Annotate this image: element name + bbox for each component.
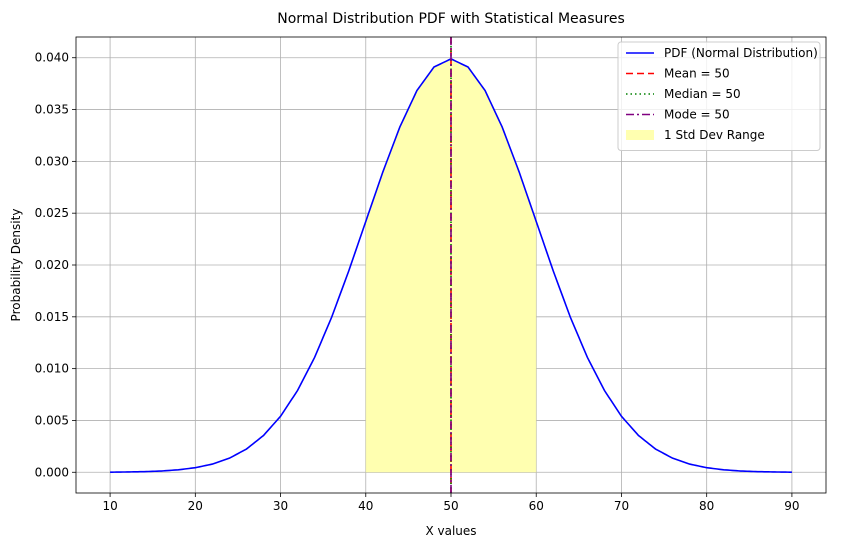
x-tick-label: 20 (188, 499, 203, 513)
x-tick-label: 40 (358, 499, 373, 513)
legend: PDF (Normal Distribution) Mean = 50 Median… (617, 41, 821, 151)
y-tick-label: 0.010 (35, 362, 69, 376)
legend-label: Mode = 50 (664, 108, 730, 122)
x-tick-label: 60 (529, 499, 544, 513)
y-tick-label: 0.030 (35, 154, 69, 168)
y-tick-label: 0.025 (35, 206, 69, 220)
x-tick-label: 90 (784, 499, 799, 513)
legend-box (617, 41, 821, 151)
chart-title: Normal Distribution PDF with Statistical… (277, 11, 625, 27)
legend-swatch (626, 130, 654, 140)
legend-label: Mean = 50 (664, 67, 730, 81)
legend-items: PDF (Normal Distribution) Mean = 50 Median… (626, 46, 818, 142)
x-tick-label: 70 (614, 499, 629, 513)
y-tick-label: 0.005 (35, 413, 69, 427)
x-tick-label: 30 (273, 499, 288, 513)
y-axis-label: Probability Density (9, 209, 23, 322)
x-tick-label: 50 (443, 499, 458, 513)
x-axis-label: X values (425, 524, 476, 538)
x-tick-label: 80 (699, 499, 714, 513)
legend-label: PDF (Normal Distribution) (664, 46, 818, 60)
y-tick-label: 0.020 (35, 258, 69, 272)
y-tick-label: 0.015 (35, 310, 69, 324)
y-tick-label: 0.040 (35, 51, 69, 65)
y-tick-label: 0.035 (35, 103, 69, 117)
legend-label: 1 Std Dev Range (664, 128, 765, 142)
x-tick-label: 10 (102, 499, 117, 513)
y-tick-label: 0.000 (35, 465, 69, 479)
legend-label: Median = 50 (664, 87, 741, 101)
tick-layer: 10 20 30 40 50 60 70 80 90 0.000 0.005 0.010 0.015 0.… (35, 51, 800, 513)
